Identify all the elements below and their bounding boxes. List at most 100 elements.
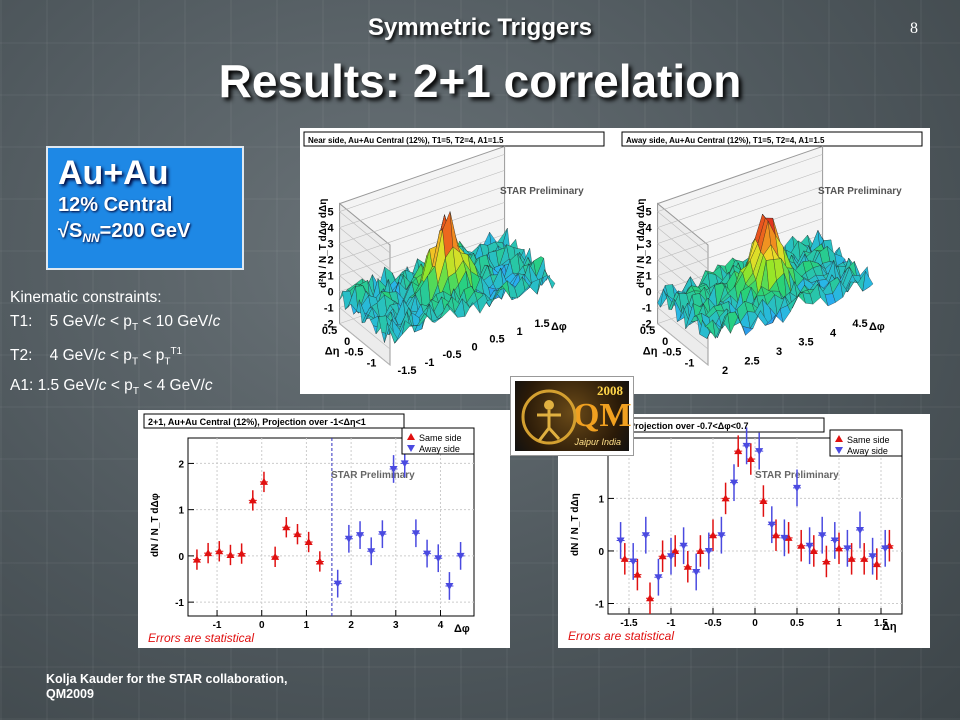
t2-label: T2: [10, 347, 33, 365]
wall-grid-line [656, 186, 823, 286]
x-tick-label: 1 [836, 618, 842, 629]
away-side-point [730, 479, 738, 487]
same-side-point [860, 554, 869, 562]
same-side-point [784, 533, 793, 541]
a1-post: < 4 GeV/ [138, 377, 205, 395]
x-tick-label: -1 [213, 620, 222, 631]
collision-system: Au+Au [58, 154, 169, 192]
away-side-point [456, 552, 465, 560]
same-side-point [734, 447, 743, 455]
z-tick-label: 1 [645, 271, 651, 283]
x-tick-label: -0.5 [704, 618, 722, 629]
z-tick-label: -1 [324, 303, 334, 315]
y-axis-label: dN / N_T dΔη [570, 493, 581, 556]
away-side-point [367, 548, 376, 556]
wall-grid-line [338, 186, 505, 286]
eta-axis-label: Δη [643, 345, 658, 357]
away-side-point [868, 553, 877, 561]
constraint-t2: T2: 4 GeV/c < pT < pTT1 [10, 340, 220, 374]
z-axis-label: d²N / N_T dΔφ dΔη [318, 199, 329, 288]
away-side-point [344, 535, 353, 543]
t1-label: T1: [10, 313, 33, 330]
energy-sqrt-s: √S [58, 220, 83, 242]
same-side-point [721, 494, 730, 502]
z-tick-label: 4 [327, 223, 334, 235]
same-side-point [683, 562, 692, 570]
same-side-point [872, 560, 881, 568]
same-side-point [282, 523, 291, 531]
z-tick-label: 4 [645, 223, 652, 235]
phi-tick-label: -0.5 [443, 349, 462, 361]
away-side-point [881, 545, 890, 553]
t2-mid: < p [105, 347, 132, 365]
away-side-point [818, 532, 827, 540]
z-tick-label: 1 [327, 271, 333, 283]
phi-tick-label: 4.5 [852, 318, 867, 330]
footer-line-1: Kolja Kauder for the STAR collaboration, [46, 672, 288, 686]
eta-tick-label: -0.5 [344, 347, 363, 359]
same-side-point [259, 477, 268, 485]
same-side-point [847, 554, 856, 562]
legend-label: Same side [419, 433, 462, 443]
z-tick-label: 3 [327, 239, 333, 251]
x-tick-label: 0.5 [790, 618, 804, 629]
chart-title: 2+1, Au+Au Central (12%), Projection ove… [148, 417, 366, 427]
surface-cell [544, 269, 556, 289]
away-side-point [767, 521, 776, 529]
same-side-point [204, 549, 213, 557]
logo-year: 2008 [597, 383, 623, 398]
eta-tick-label: -1 [367, 357, 377, 369]
same-side-point [772, 531, 780, 539]
phi-axis-label: Δφ [551, 321, 567, 333]
eta-tick-label: 0 [662, 336, 668, 348]
eta-axis-label: Δη [325, 345, 340, 357]
energy-value: =200 GeV [99, 220, 191, 242]
same-side-point [759, 497, 768, 505]
phi-tick-label: 0 [471, 341, 477, 353]
away-side-point [742, 442, 751, 450]
away-side-point [805, 542, 814, 550]
dphi-projection-panel: 2+1, Au+Au Central (12%), Projection ove… [138, 410, 510, 648]
z-tick-label: 0 [327, 287, 333, 299]
away-side-point [389, 465, 398, 473]
surface-panel: Near side, Au+Au Central (12%), T1=5, T2… [300, 128, 930, 394]
x-axis-label: Δφ [454, 623, 470, 635]
phi-tick-label: 2.5 [744, 355, 759, 367]
same-side-point [797, 541, 806, 549]
a1-mid: < p [106, 377, 133, 395]
away-side-point [641, 532, 650, 540]
x-tick-label: 1 [304, 620, 310, 631]
surface-title-box [621, 131, 923, 147]
same-side-point [746, 455, 755, 463]
dphi-projection-chart: 2+1, Au+Au Central (12%), Projection ove… [143, 413, 475, 645]
same-side-point [620, 554, 629, 562]
page-number: 8 [910, 20, 918, 37]
t2-sub2: T [164, 356, 171, 368]
x-tick-label: -1 [667, 618, 676, 629]
surface-title: Near side, Au+Au Central (12%), T1=5, T2… [308, 136, 504, 145]
away-side-point [333, 580, 342, 588]
surface-title: Away side, Au+Au Central (12%), T1=5, T2… [626, 136, 825, 145]
kinematic-header: Kinematic constraints: [10, 289, 162, 306]
t1-sub: T [131, 322, 139, 334]
legend-marker [835, 447, 843, 454]
same-side-point [696, 546, 705, 554]
y-tick-label: -1 [595, 599, 604, 610]
away-side-point [679, 542, 688, 550]
same-side-point [835, 544, 843, 552]
legend-marker [407, 433, 415, 440]
a1-sub: T [132, 386, 139, 398]
same-side-point [809, 546, 818, 554]
away-side-point [445, 582, 454, 590]
y-tick-label: 1 [598, 494, 604, 505]
legend-label: Away side [847, 446, 888, 456]
phi-tick-label: 1.5 [534, 318, 549, 330]
legend-box [829, 429, 903, 457]
z-tick-label: -2 [642, 319, 652, 331]
legend-label: Same side [847, 435, 890, 445]
x-tick-label: -1.5 [620, 618, 638, 629]
away-side-point [629, 558, 638, 566]
away-side-point [667, 553, 675, 561]
phi-tick-label: 3 [776, 346, 782, 358]
collision-info-box: Au+Au 12% Central √SNN=200 GeV [46, 146, 244, 270]
